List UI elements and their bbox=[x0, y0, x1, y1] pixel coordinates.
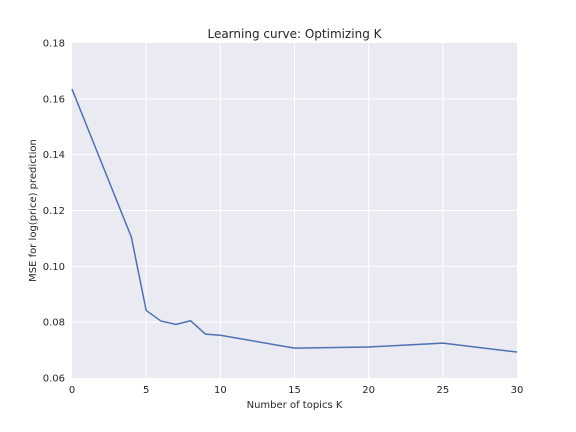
x-tick-label: 30 bbox=[511, 385, 524, 396]
x-tick-label: 10 bbox=[214, 385, 227, 396]
chart-title: Learning curve: Optimizing K bbox=[207, 27, 382, 41]
x-tick-label: 20 bbox=[362, 385, 375, 396]
x-tick-label: 5 bbox=[143, 385, 149, 396]
series-line bbox=[71, 88, 518, 353]
y-tick-label: 0.08 bbox=[43, 318, 65, 329]
x-tick-label: 15 bbox=[288, 385, 301, 396]
y-tick-label: 0.18 bbox=[43, 39, 65, 50]
x-tick-label: 0 bbox=[69, 385, 75, 396]
grid bbox=[72, 43, 517, 378]
y-tick-label: 0.14 bbox=[43, 150, 65, 161]
x-axis-label: Number of topics K bbox=[247, 400, 343, 411]
x-tick-label: 25 bbox=[436, 385, 449, 396]
y-axis-label: MSE for log(price) prediction bbox=[28, 139, 39, 282]
y-tick-label: 0.10 bbox=[43, 262, 65, 273]
y-tick-label: 0.12 bbox=[43, 206, 65, 217]
series-lines bbox=[71, 88, 518, 353]
y-tick-label: 0.16 bbox=[43, 94, 65, 105]
x-tick-labels: 0 5 10 15 20 25 30 bbox=[69, 385, 524, 396]
y-tick-labels: 0.06 0.08 0.10 0.12 0.14 0.16 0.18 bbox=[43, 39, 65, 385]
y-tick-label: 0.06 bbox=[43, 374, 65, 385]
